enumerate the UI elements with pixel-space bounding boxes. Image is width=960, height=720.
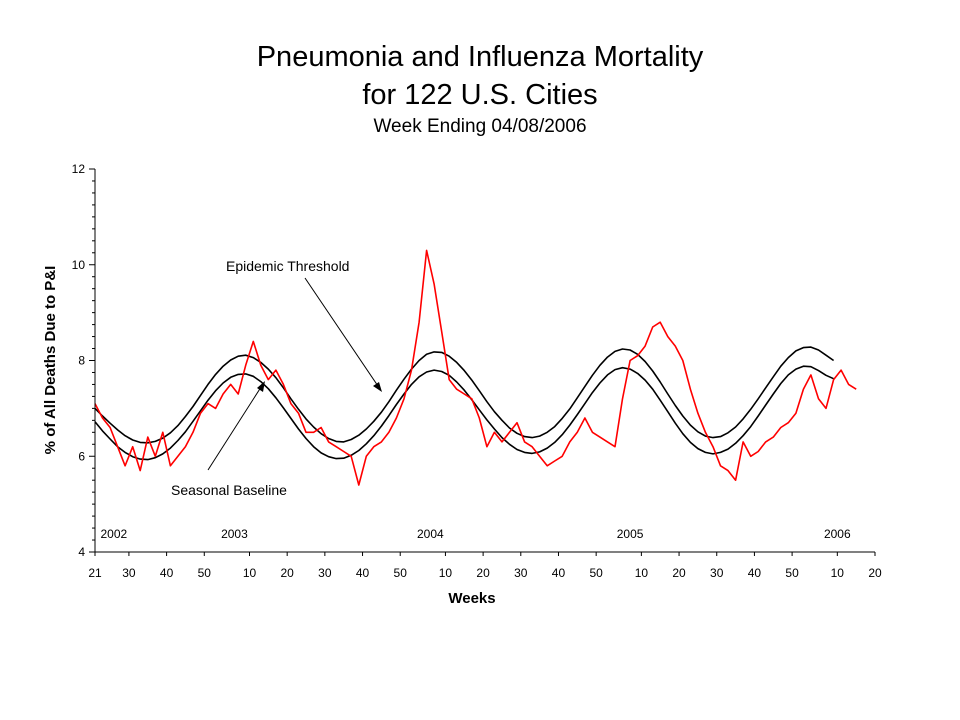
chart-title-line-2: for 122 U.S. Cities [362,79,598,111]
year-label-2004: 2004 [417,527,444,541]
y-tick-label: 6 [78,449,85,463]
x-tick-label: 20 [280,566,294,580]
series-line-epidemic-threshold [94,346,835,444]
x-tick-label: 10 [439,566,453,580]
x-tick-label: 40 [356,566,370,580]
annotation-arrow-epidemic-threshold [304,277,381,390]
y-tick-label: 10 [72,258,86,272]
year-label-2003: 2003 [221,527,248,541]
series-line-seasonal-baseline [94,365,834,461]
x-tick-label: 30 [318,566,332,580]
year-label-2002: 2002 [100,527,127,541]
year-label-2005: 2005 [617,527,644,541]
x-axis-ticks: 21 30 40 50 10 20 30 40 50 10 20 30 40 50 10 20 30 40 50 10… [88,552,882,580]
x-tick-label: 21 [88,566,102,580]
annotation-arrow-seasonal-baseline [207,383,264,471]
annotation-epidemic-threshold: Epidemic Threshold [226,258,349,274]
x-tick-label: 20 [672,566,686,580]
series-line-p-i-mortality [94,249,857,486]
x-tick-label: 10 [243,566,257,580]
y-axis-ticks: 4 6 8 10 12 [72,162,95,559]
annotation-seasonal-baseline: Seasonal Baseline [171,482,287,498]
x-tick-label: 50 [785,566,799,580]
x-tick-label: 50 [589,566,603,580]
x-tick-label: 50 [198,566,212,580]
x-tick-label: 30 [122,566,136,580]
chart-title: Pneumonia and Influenza Mortality for 12… [0,38,960,114]
y-axis-title: % of All Deaths Due to P&I [42,266,59,455]
plot-area [94,249,857,486]
x-tick-label: 40 [748,566,762,580]
x-tick-label: 10 [635,566,649,580]
x-tick-label: 40 [160,566,174,580]
y-tick-label: 4 [78,545,85,559]
x-tick-label: 10 [831,566,845,580]
y-tick-label: 12 [72,162,86,176]
year-labels: 2002 2003 2004 2005 2006 [100,527,850,541]
x-tick-label: 50 [394,566,408,580]
annotations: Epidemic Threshold Seasonal Baseline [171,258,382,498]
chart-subtitle: Week Ending 04/08/2006 [373,116,587,137]
x-tick-label: 30 [514,566,528,580]
x-tick-label: 40 [552,566,566,580]
x-tick-label: 20 [476,566,490,580]
x-tick-label: 30 [710,566,724,580]
annotation-arrowhead-epidemic-threshold [373,382,382,392]
x-tick-label: 20 [868,566,882,580]
y-tick-label: 8 [78,354,85,368]
x-axis-title: Weeks [448,590,495,607]
chart-title-line-1: Pneumonia and Influenza Mortality [256,41,704,73]
year-label-2006: 2006 [824,527,851,541]
annotation-arrowhead-seasonal-baseline [257,381,265,392]
